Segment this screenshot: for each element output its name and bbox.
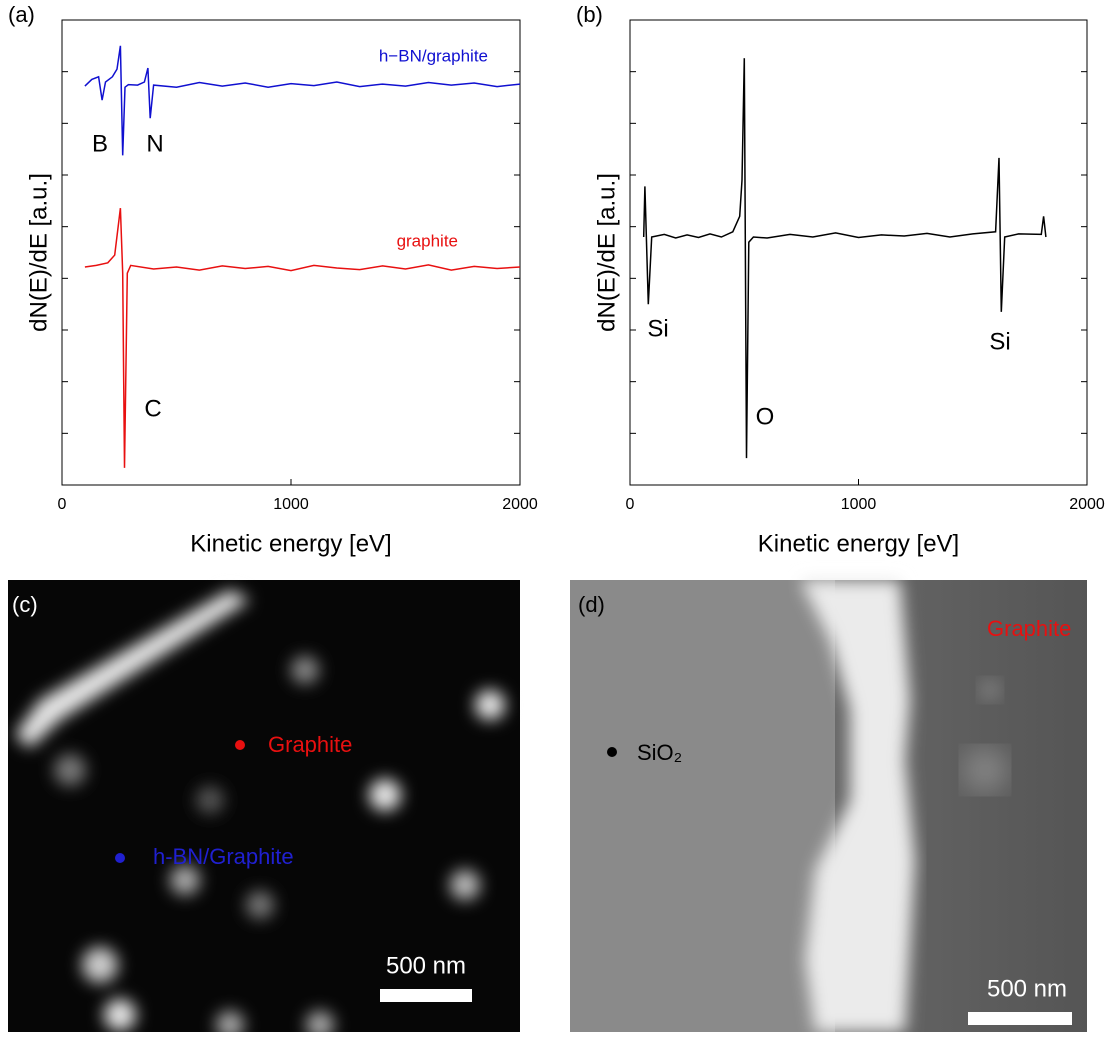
sem-image-d	[570, 580, 1087, 1032]
image-annotation: Graphite	[987, 616, 1071, 641]
x-tick-label: 0	[626, 496, 635, 513]
x-axis-label: Kinetic energy [eV]	[190, 530, 391, 557]
image-annotation: SiO₂	[637, 740, 682, 765]
panel-label: (d)	[578, 592, 605, 617]
x-axis-label: Kinetic energy [eV]	[758, 530, 959, 557]
x-tick-label: 0	[58, 496, 67, 513]
peak-label: Si	[989, 328, 1010, 355]
panel-label: (b)	[576, 2, 603, 27]
spectrum-line	[84, 45, 521, 156]
panel-label: (a)	[8, 2, 35, 27]
y-axis-label: dN(E)/dE [a.u.]	[593, 173, 620, 332]
spectrum-line	[642, 58, 1047, 459]
sem-image-c	[8, 580, 520, 1037]
spectrum-line	[84, 208, 521, 468]
x-tick-label: 1000	[273, 496, 309, 513]
series-label: graphite	[397, 231, 458, 250]
peak-label: N	[146, 130, 163, 157]
x-tick-label: 2000	[1069, 496, 1105, 513]
plot-frame	[61, 19, 521, 486]
image-annotation: Graphite	[268, 732, 352, 757]
peak-label: B	[92, 130, 108, 157]
peak-label: O	[756, 403, 775, 430]
plot-frame	[629, 19, 1088, 486]
series-label: h−BN/graphite	[379, 46, 488, 65]
scale-bar-label: 500 nm	[386, 952, 466, 979]
peak-label: Si	[647, 315, 668, 342]
x-tick-label: 2000	[502, 496, 538, 513]
peak-label: C	[144, 395, 161, 422]
panel-label: (c)	[12, 592, 38, 617]
scale-bar-label: 500 nm	[987, 975, 1067, 1002]
image-annotation: h-BN/Graphite	[153, 844, 294, 869]
x-tick-label: 1000	[841, 496, 877, 513]
y-axis-label: dN(E)/dE [a.u.]	[25, 173, 52, 332]
